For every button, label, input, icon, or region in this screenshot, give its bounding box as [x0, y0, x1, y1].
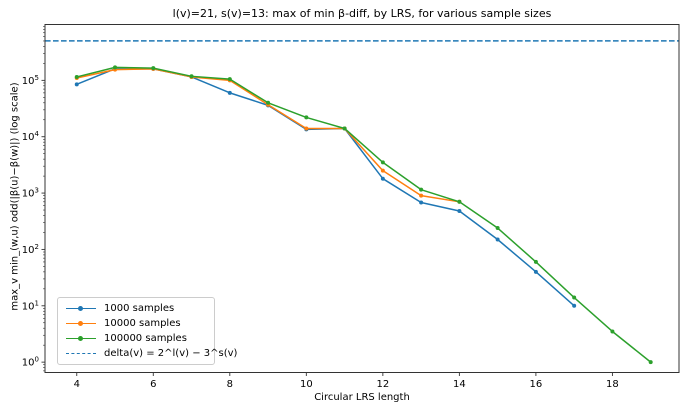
- legend-dashed-line-sample: [66, 349, 96, 359]
- legend-item-delta-line: delta(v) = 2^l(v) − 3^s(v): [66, 346, 237, 361]
- y-tick-label: 104: [22, 130, 40, 143]
- x-tick-label: 16: [530, 379, 543, 390]
- data-point: [495, 237, 500, 242]
- data-point: [380, 160, 385, 165]
- data-point: [419, 193, 424, 198]
- y-tick-label: 102: [22, 243, 39, 256]
- data-point: [572, 303, 577, 308]
- x-tick-label: 14: [453, 379, 466, 390]
- legend-item-10000-samples: 10000 samples: [66, 316, 206, 331]
- legend-line-marker-sample: [66, 319, 96, 329]
- data-point: [189, 74, 194, 79]
- legend-item-100000-samples: 100000 samples: [66, 331, 206, 346]
- data-point: [74, 82, 79, 87]
- legend: 1000 samples 10000 samples 100000 sample…: [57, 297, 237, 365]
- data-point: [304, 126, 309, 131]
- legend-item-1000-samples: 1000 samples: [66, 301, 206, 316]
- data-point: [610, 329, 615, 334]
- data-point: [342, 126, 347, 131]
- data-point: [419, 200, 424, 205]
- x-tick-label: 12: [376, 379, 389, 390]
- data-point: [74, 74, 79, 79]
- x-tick-label: 10: [300, 379, 313, 390]
- data-point: [151, 66, 156, 71]
- series-line-1000-samples: [76, 68, 575, 307]
- data-point: [113, 65, 118, 70]
- legend-label: delta(v) = 2^l(v) − 3^s(v): [104, 348, 238, 359]
- data-point: [266, 100, 271, 105]
- data-point: [495, 226, 500, 231]
- data-point: [227, 77, 232, 82]
- x-tick-label: 8: [227, 379, 233, 390]
- data-point: [457, 199, 462, 204]
- x-axis-label: Circular LRS length: [314, 392, 410, 403]
- legend-label: 100000 samples: [104, 333, 187, 344]
- data-point: [419, 187, 424, 192]
- data-point: [457, 209, 462, 214]
- data-point: [304, 115, 309, 120]
- series-line-100000-samples: [76, 66, 652, 363]
- legend-label: 10000 samples: [104, 318, 181, 329]
- y-tick-label: 105: [22, 74, 39, 87]
- data-point: [380, 176, 385, 181]
- data-point: [380, 168, 385, 173]
- data-point: [648, 360, 653, 365]
- legend-line-marker-sample: [66, 304, 96, 314]
- legend-line-marker-sample: [66, 334, 96, 344]
- series-line-10000-samples: [76, 68, 460, 203]
- y-tick-label: 103: [22, 187, 39, 200]
- x-tick-label: 18: [606, 379, 619, 390]
- y-tick-label: 100: [22, 356, 39, 369]
- y-axis-label: max_v min_(w,u) odd(|β(u)−β(w)|) (log sc…: [9, 82, 21, 311]
- data-point: [533, 259, 538, 264]
- data-point: [572, 295, 577, 300]
- data-point: [533, 269, 538, 274]
- x-tick-label: 4: [74, 379, 80, 390]
- data-point: [227, 90, 232, 95]
- chart-title: l(v)=21, s(v)=13: max of min β-diff, by …: [172, 7, 552, 20]
- x-tick-label: 6: [150, 379, 156, 390]
- y-tick-label: 101: [22, 299, 39, 312]
- legend-label: 1000 samples: [104, 303, 175, 314]
